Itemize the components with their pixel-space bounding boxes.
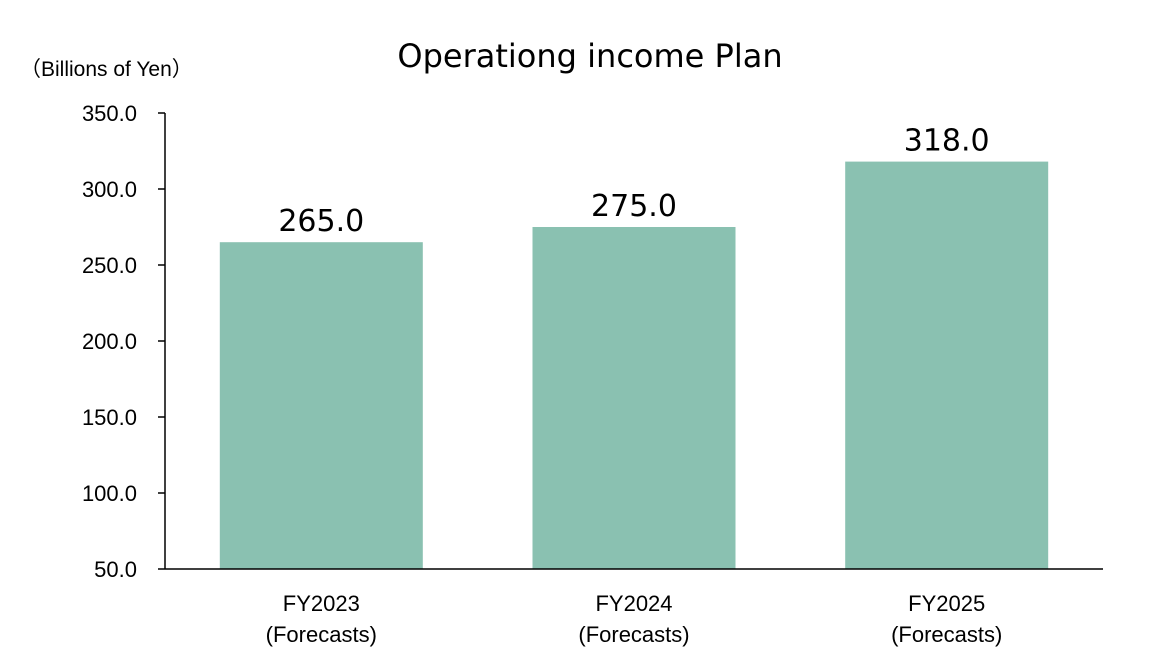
y-tick-label: 200.0 [82,329,137,354]
y-tick-label: 300.0 [82,177,137,202]
data-labels-group: 265.0 275.0 318.0 [278,124,989,240]
y-tick-label: 100.0 [82,481,137,506]
y-axis-unit-label: （Billions of Yen） [20,58,193,81]
bars-group [219,161,1049,569]
y-tick-label: 150.0 [82,405,137,430]
y-tick-label: 350.0 [82,101,137,126]
x-tick-label-fy2024: FY2024 (Forecasts) [578,591,689,647]
x-axis: FY2023 (Forecasts) FY2024 (Forecasts) FY2025… [165,568,1103,647]
x-tick-label-fy2025: FY2025 (Forecasts) [891,591,1002,647]
y-axis: 50.0 100.0 150.0 200.0 250.0 300.0 350.0 [82,101,166,582]
data-label-fy2023: 265.0 [278,204,364,239]
bar-fy2023 [219,242,423,569]
y-tick-label: 250.0 [82,253,137,278]
data-label-fy2024: 275.0 [591,189,677,224]
bar-fy2025 [845,161,1049,569]
x-tick-label-fy2023: FY2023 (Forecasts) [266,591,377,647]
y-tick-label: 50.0 [94,557,137,582]
data-label-fy2025: 318.0 [904,124,990,159]
bar-fy2024 [532,227,736,569]
chart-title: Operationg income Plan [397,37,782,75]
